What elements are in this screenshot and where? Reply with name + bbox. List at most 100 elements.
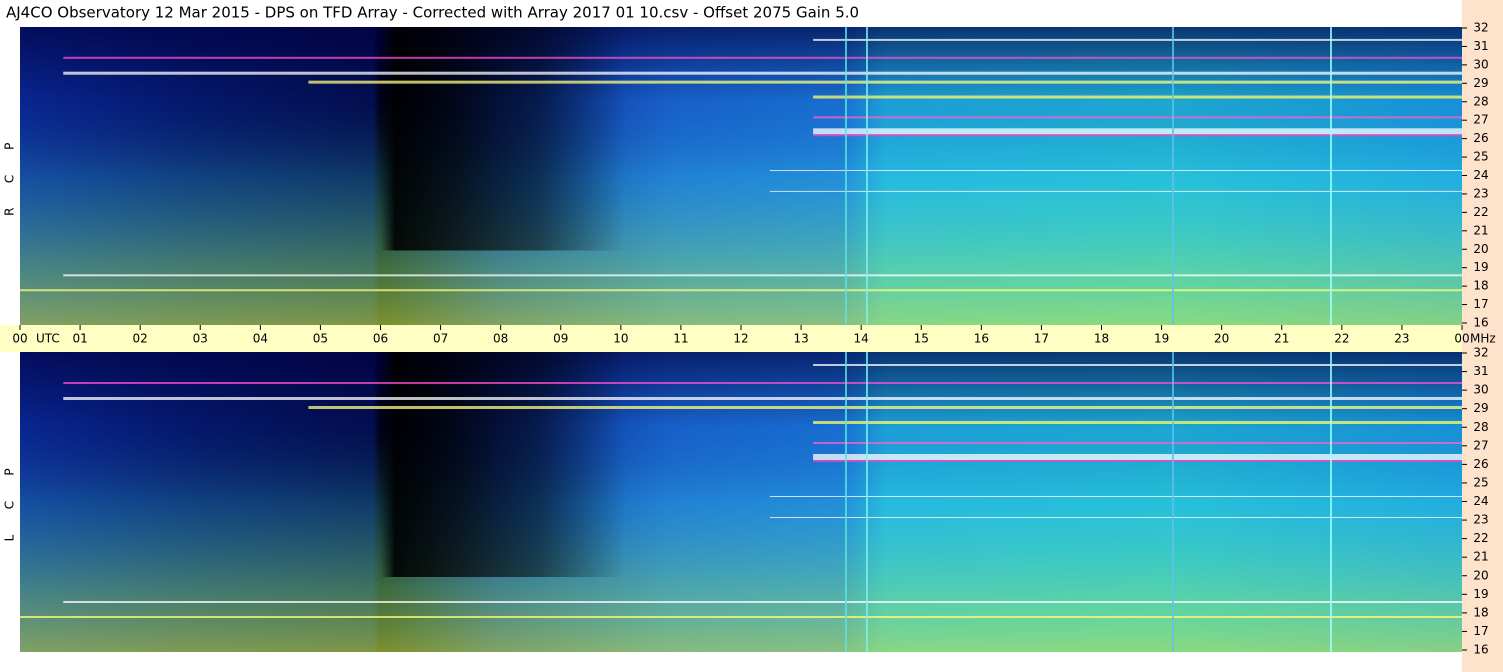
- y-tick-label: 25: [1473, 150, 1488, 164]
- spectrum-stripe: [63, 274, 1462, 277]
- y-tick-label: 31: [1473, 39, 1488, 53]
- y-tick-label: 19: [1473, 260, 1488, 274]
- y-tick-label: 31: [1473, 364, 1488, 378]
- spectrum-dark: [20, 27, 1462, 251]
- y-tick-label: 20: [1473, 242, 1488, 256]
- spectrum-vline: [845, 352, 847, 652]
- x-tick-label: 23: [1394, 332, 1409, 346]
- y-tick-label: 16: [1473, 316, 1488, 330]
- y-tick-label: 29: [1473, 401, 1488, 415]
- spectrum-stripe: [769, 170, 1462, 172]
- y-tick-label: 20: [1473, 568, 1488, 582]
- y-tick-label: 23: [1473, 186, 1488, 200]
- time-axis: 00 01 02 03 04 05 06 07 08 09 10 11 12 13 14 15 16 17 18 19…: [12, 325, 1496, 346]
- spectrum-stripe: [813, 128, 1462, 135]
- spectrum-stripe: [63, 56, 1462, 59]
- spectrum-stripe: [813, 442, 1462, 444]
- y-tick-label: 25: [1473, 475, 1488, 489]
- y-tick-label: 17: [1473, 624, 1488, 638]
- spectrum-stripe: [769, 517, 1462, 518]
- spectrum-stripe: [769, 190, 1462, 192]
- spectrum-stripe: [813, 421, 1462, 424]
- spectrum-vline: [1330, 352, 1332, 652]
- panel-label: P: [3, 468, 17, 475]
- spectrum-dark: [20, 352, 1462, 577]
- x-tick-label: 04: [253, 332, 268, 346]
- y-tick-label: 23: [1473, 513, 1488, 527]
- y-tick-label: 21: [1473, 550, 1488, 564]
- x-unit-right: MHz: [1470, 332, 1496, 346]
- y-tick-label: 27: [1473, 438, 1488, 452]
- y-tick-label: 30: [1473, 57, 1488, 71]
- spectrum-stripe: [63, 601, 1462, 603]
- spectrum-stripe: [769, 496, 1462, 497]
- y-tick-label: 32: [1473, 346, 1488, 360]
- y-tick-label: 32: [1473, 21, 1488, 35]
- spectrum-stripe: [20, 616, 1462, 618]
- x-tick-label: 14: [854, 332, 869, 346]
- spectrum-stripe: [813, 134, 1462, 137]
- y-tick-label: 26: [1473, 131, 1488, 145]
- spectrum-vline: [1330, 27, 1332, 325]
- spectrum-stripe: [813, 95, 1462, 99]
- spectrum-stripe: [63, 71, 1462, 75]
- panel-label: C: [3, 175, 17, 183]
- spectrum-stripe: [308, 406, 1462, 409]
- spectrum-vline: [1172, 27, 1174, 325]
- x-tick-label: 00: [12, 332, 27, 346]
- y-tick-label: 28: [1473, 420, 1488, 434]
- y-tick-label: 19: [1473, 587, 1488, 601]
- x-tick-label: 22: [1334, 332, 1349, 346]
- x-tick-label: 15: [914, 332, 929, 346]
- x-tick-label: 06: [373, 332, 388, 346]
- x-tick-label: 12: [733, 332, 748, 346]
- x-tick-label: 08: [493, 332, 508, 346]
- x-tick-label: 09: [553, 332, 568, 346]
- spectrum-vline: [866, 352, 868, 652]
- panel-label: C: [3, 501, 17, 509]
- title: AJ4CO Observatory 12 Mar 2015 - DPS on T…: [6, 4, 859, 22]
- x-tick-label: 21: [1274, 332, 1289, 346]
- y-tick-label: 18: [1473, 279, 1488, 293]
- y-tick-label: 18: [1473, 605, 1488, 619]
- x-tick-label: 19: [1154, 332, 1169, 346]
- spectrum-stripe: [813, 116, 1462, 119]
- y-tick-label: 16: [1473, 643, 1488, 657]
- panel-label: L: [3, 534, 17, 541]
- x-unit-left: UTC: [36, 332, 60, 346]
- spectrum-stripe: [813, 460, 1462, 462]
- y-tick-label: 17: [1473, 297, 1488, 311]
- spectrum-vline: [845, 27, 847, 325]
- x-tick-label: 11: [673, 332, 688, 346]
- panel-label: R: [3, 208, 17, 216]
- x-tick-label: 05: [313, 332, 328, 346]
- y-tick-label: 28: [1473, 94, 1488, 108]
- y-tick-label: 30: [1473, 383, 1488, 397]
- y-tick-label: 24: [1473, 494, 1488, 508]
- y-tick-label: 27: [1473, 113, 1488, 127]
- x-tick-label: 03: [193, 332, 208, 346]
- right-strip: [1462, 0, 1503, 672]
- spectrum-stripe: [63, 397, 1462, 400]
- x-tick-label: 13: [793, 332, 808, 346]
- panel-label: P: [3, 143, 17, 150]
- time-strip-left: [0, 325, 20, 352]
- spectrum-stripe: [813, 454, 1462, 460]
- y-tick-label: 22: [1473, 205, 1488, 219]
- y-tick-label: 26: [1473, 457, 1488, 471]
- panels: R C P 32 31 30 29 28 27 26 25 24 23 22 21 20 19 18 17 16 L C P…: [3, 21, 1489, 657]
- x-tick-label: 07: [433, 332, 448, 346]
- y-tick-label: 22: [1473, 531, 1488, 545]
- spectrum-stripe: [813, 364, 1462, 366]
- y-tick-label: 21: [1473, 223, 1488, 237]
- x-tick-label: 00: [1454, 332, 1469, 346]
- x-tick-label: 02: [133, 332, 148, 346]
- x-tick-label: 20: [1214, 332, 1229, 346]
- x-tick-label: 17: [1034, 332, 1049, 346]
- x-tick-label: 10: [613, 332, 628, 346]
- x-tick-label: 01: [72, 332, 87, 346]
- x-tick-label: 18: [1094, 332, 1109, 346]
- spectrum-vline: [866, 27, 868, 325]
- y-tick-label: 29: [1473, 76, 1488, 90]
